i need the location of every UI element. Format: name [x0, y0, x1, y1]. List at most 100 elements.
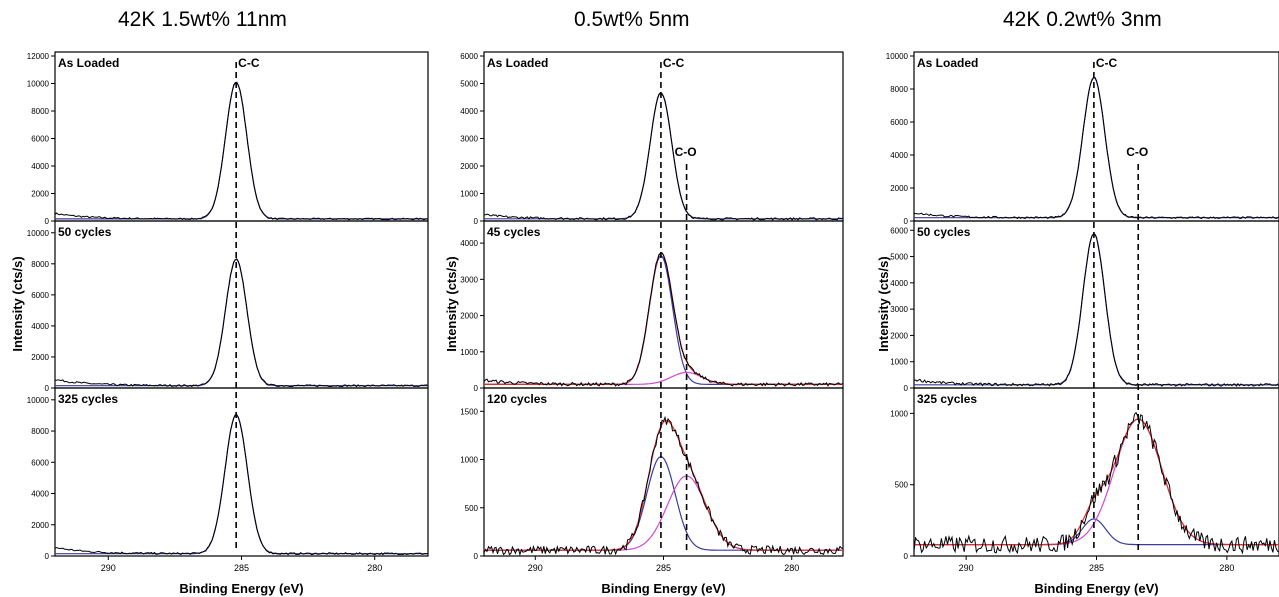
y-axis-label: Intensity (cts/s): [10, 256, 25, 351]
y-tick-label: 0: [474, 217, 479, 226]
y-tick-label: 0: [904, 552, 909, 561]
y-tick-label: 4000: [890, 151, 908, 160]
peak-label: C-O: [675, 145, 697, 159]
y-tick-label: 4000: [31, 162, 49, 171]
y-tick-label: 1000: [890, 358, 908, 367]
y-tick-label: 2000: [31, 190, 49, 199]
panel-frame: [483, 387, 844, 557]
fit-envelope: [484, 419, 843, 551]
measured-spectrum: [913, 76, 1279, 220]
y-tick-label: 3000: [460, 275, 478, 284]
y-tick-label: 0: [474, 384, 479, 393]
panel-label: 120 cycles: [487, 392, 547, 406]
panel-3-3: 0 500 1000 325 cycles: [890, 387, 1279, 561]
fit-envelope: [484, 252, 843, 385]
y-tick-label: 0: [904, 384, 909, 393]
y-tick-label: 0: [45, 552, 50, 561]
panel-frame: [483, 51, 844, 222]
y-tick-label: 1000: [460, 190, 478, 199]
x-tick-label: 285: [234, 563, 249, 573]
fit-component-2: [914, 418, 1279, 546]
y-tick-label: 2000: [460, 162, 478, 171]
panel-frame: [913, 220, 1279, 389]
panel-frame: [54, 51, 429, 222]
fit-component-1: [55, 81, 428, 220]
peak-label: C-C: [663, 56, 685, 70]
y-tick-label: 1000: [460, 456, 478, 465]
panel-frame: [913, 387, 1279, 557]
y-axis-label: Intensity (cts/s): [876, 256, 891, 351]
y-tick-label: 4000: [460, 239, 478, 248]
x-tick-label: 290: [528, 563, 543, 573]
peak-label: C-C: [1096, 56, 1118, 70]
y-tick-label: 0: [904, 217, 909, 226]
y-tick-label: 6000: [460, 52, 478, 61]
y-tick-label: 3000: [460, 135, 478, 144]
column-title-3: 42K 0.2wt% 3nm: [1003, 8, 1162, 31]
y-tick-label: 4000: [31, 322, 49, 331]
measured-spectrum: [913, 411, 1279, 555]
fit-component-1: [914, 233, 1279, 386]
panel-label: As Loaded: [58, 56, 119, 70]
y-tick-label: 10000: [27, 80, 50, 89]
panel-label: 325 cycles: [58, 392, 118, 406]
measured-spectrum: [54, 81, 429, 221]
panel-2-2: 0 1000 2000 3000 4000 45 cycles: [460, 220, 844, 393]
panel-1-3: 0 2000 4000 6000 8000 10000 325 cycles: [27, 387, 429, 561]
y-axis-label: Intensity (cts/s): [444, 256, 459, 351]
y-tick-label: 12000: [27, 52, 50, 61]
y-tick-label: 6000: [890, 226, 908, 235]
x-tick-label: 280: [367, 563, 382, 573]
panel-3-1: 0 2000 4000 6000 8000 10000 As Loaded: [886, 51, 1279, 226]
panel-2-3: 0 500 1000 1500 120 cycles: [460, 387, 844, 561]
panel-label: 50 cycles: [917, 225, 971, 239]
y-tick-label: 0: [45, 217, 50, 226]
measured-spectrum: [55, 258, 429, 388]
y-tick-label: 10000: [27, 229, 50, 238]
measured-spectrum: [483, 252, 844, 387]
y-tick-label: 4000: [31, 490, 49, 499]
y-tick-label: 1500: [460, 407, 478, 416]
fit-component-1: [484, 92, 843, 220]
panel-frame: [913, 51, 1279, 222]
y-tick-label: 500: [465, 504, 479, 513]
x-tick-label: 280: [1219, 563, 1234, 573]
fit-component-1: [55, 414, 428, 555]
measured-spectrum: [483, 415, 844, 557]
panel-1-2: 0 2000 4000 6000 8000 10000 50 cycles: [27, 220, 429, 393]
y-tick-label: 1000: [890, 409, 908, 418]
peak-label: C-C: [238, 56, 260, 70]
y-tick-label: 8000: [890, 85, 908, 94]
chart-1: 0 2000 4000 6000 8000 10000 12000 As Loaded 0 200…: [10, 51, 429, 596]
fit-component-1: [914, 76, 1279, 219]
y-tick-label: 5000: [460, 80, 478, 89]
fit-component-2: [484, 475, 843, 551]
y-tick-label: 6000: [31, 291, 49, 300]
y-tick-label: 2000: [31, 521, 49, 530]
x-tick-label: 280: [784, 563, 799, 573]
y-tick-label: 4000: [460, 107, 478, 116]
panel-frame: [483, 220, 844, 389]
panel-1-1: 0 2000 4000 6000 8000 10000 12000 As Loaded: [27, 51, 429, 226]
panel-frame: [54, 387, 429, 557]
y-tick-label: 4000: [890, 279, 908, 288]
y-tick-label: 2000: [31, 353, 49, 362]
panel-frame: [54, 220, 429, 389]
y-tick-label: 500: [895, 481, 909, 490]
fit-component-1: [914, 518, 1279, 546]
fit-component-1: [55, 258, 428, 387]
fit-component-1: [484, 255, 843, 385]
y-tick-label: 8000: [31, 260, 49, 269]
y-tick-label: 0: [474, 552, 479, 561]
panel-label: As Loaded: [917, 56, 978, 70]
y-tick-label: 8000: [31, 107, 49, 116]
y-tick-label: 8000: [31, 427, 49, 436]
panel-label: 325 cycles: [917, 392, 977, 406]
x-tick-label: 290: [101, 563, 116, 573]
y-tick-label: 10000: [27, 396, 50, 405]
y-tick-label: 6000: [31, 458, 49, 467]
